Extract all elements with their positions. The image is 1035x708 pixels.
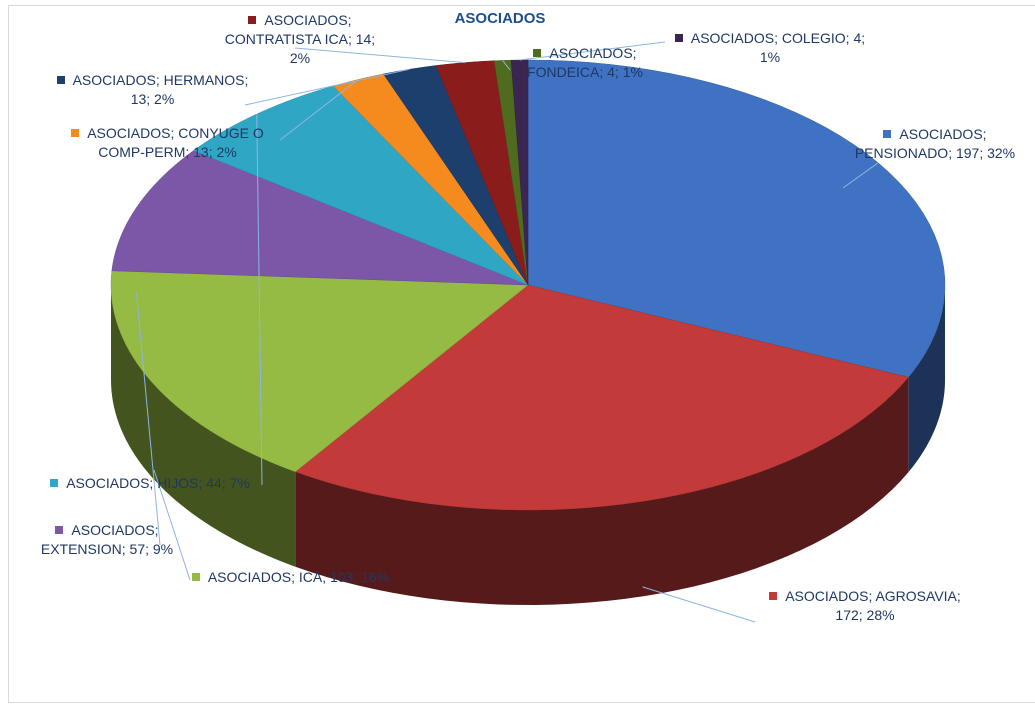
data-label-text: ASOCIADOS; PENSIONADO; 197; 32% [854,126,1016,161]
legend-key [883,130,892,138]
data-label-text: ASOCIADOS; AGROSAVIA; 172; 28% [785,588,961,623]
chart-area [8,5,1035,703]
leader-line [842,162,879,189]
leader-line [256,114,263,486]
slice [111,150,529,286]
legend-key [674,34,683,42]
data-label-text: ASOCIADOS; EXTENSION; 57; 9% [40,522,174,557]
legend-key [248,16,257,24]
data-label-text: ASOCIADOS; ICA; 103; 16% [207,569,390,585]
slice [294,284,909,511]
data-label: ASOCIADOS; HIJOS; 44; 7% [30,474,270,493]
legend-key [191,573,200,581]
data-label-text: ASOCIADOS; CONTRATISTA ICA; 14; 2% [224,12,376,66]
data-label: ASOCIADOS; HERMANOS; 13; 2% [45,71,260,109]
slice-side [295,377,909,605]
data-label-text: ASOCIADOS; COLEGIO; 4; 1% [690,30,866,65]
data-label: ASOCIADOS; AGROSAVIA; 172; 28% [765,587,965,625]
legend-key [50,479,59,487]
data-label-text: ASOCIADOS; HERMANOS; 13; 2% [72,72,249,107]
data-label: ASOCIADOS; ICA; 103; 16% [183,568,398,587]
legend-key [71,129,80,137]
slice [435,60,529,286]
leader-line [244,68,410,106]
data-label: ASOCIADOS; EXTENSION; 57; 9% [12,521,202,559]
leader-line [279,79,359,141]
leader-line [642,586,756,623]
leader-line [294,47,465,64]
leader-line [153,469,191,581]
chart-title: ASOCIADOS [454,10,546,27]
data-label: ASOCIADOS; FONDEICA; 4; 1% [505,44,665,82]
data-label: ASOCIADOS; CONYUGE O COMP-PERM; 13; 2% [60,124,275,162]
slice-side [111,285,296,567]
data-label-text: ASOCIADOS; FONDEICA; 4; 1% [527,45,643,80]
slice [192,85,529,286]
data-label: ASOCIADOS; COLEGIO; 4; 1% [665,29,875,67]
leader-line [136,292,161,546]
legend-key [56,76,65,84]
legend-key [769,592,778,600]
data-label: ASOCIADOS; PENSIONADO; 197; 32% [835,125,1035,163]
data-label: ASOCIADOS; CONTRATISTA ICA; 14; 2% [220,11,380,68]
slice-side [908,285,945,473]
legend-key [55,526,64,534]
slice [382,65,529,286]
leader-line [502,60,511,71]
slice [110,270,529,473]
data-label-text: ASOCIADOS; CONYUGE O COMP-PERM; 13; 2% [87,125,264,160]
leader-line [519,41,666,61]
slice [510,59,529,286]
data-label-text: ASOCIADOS; HIJOS; 44; 7% [66,475,250,491]
legend-key [533,49,542,57]
